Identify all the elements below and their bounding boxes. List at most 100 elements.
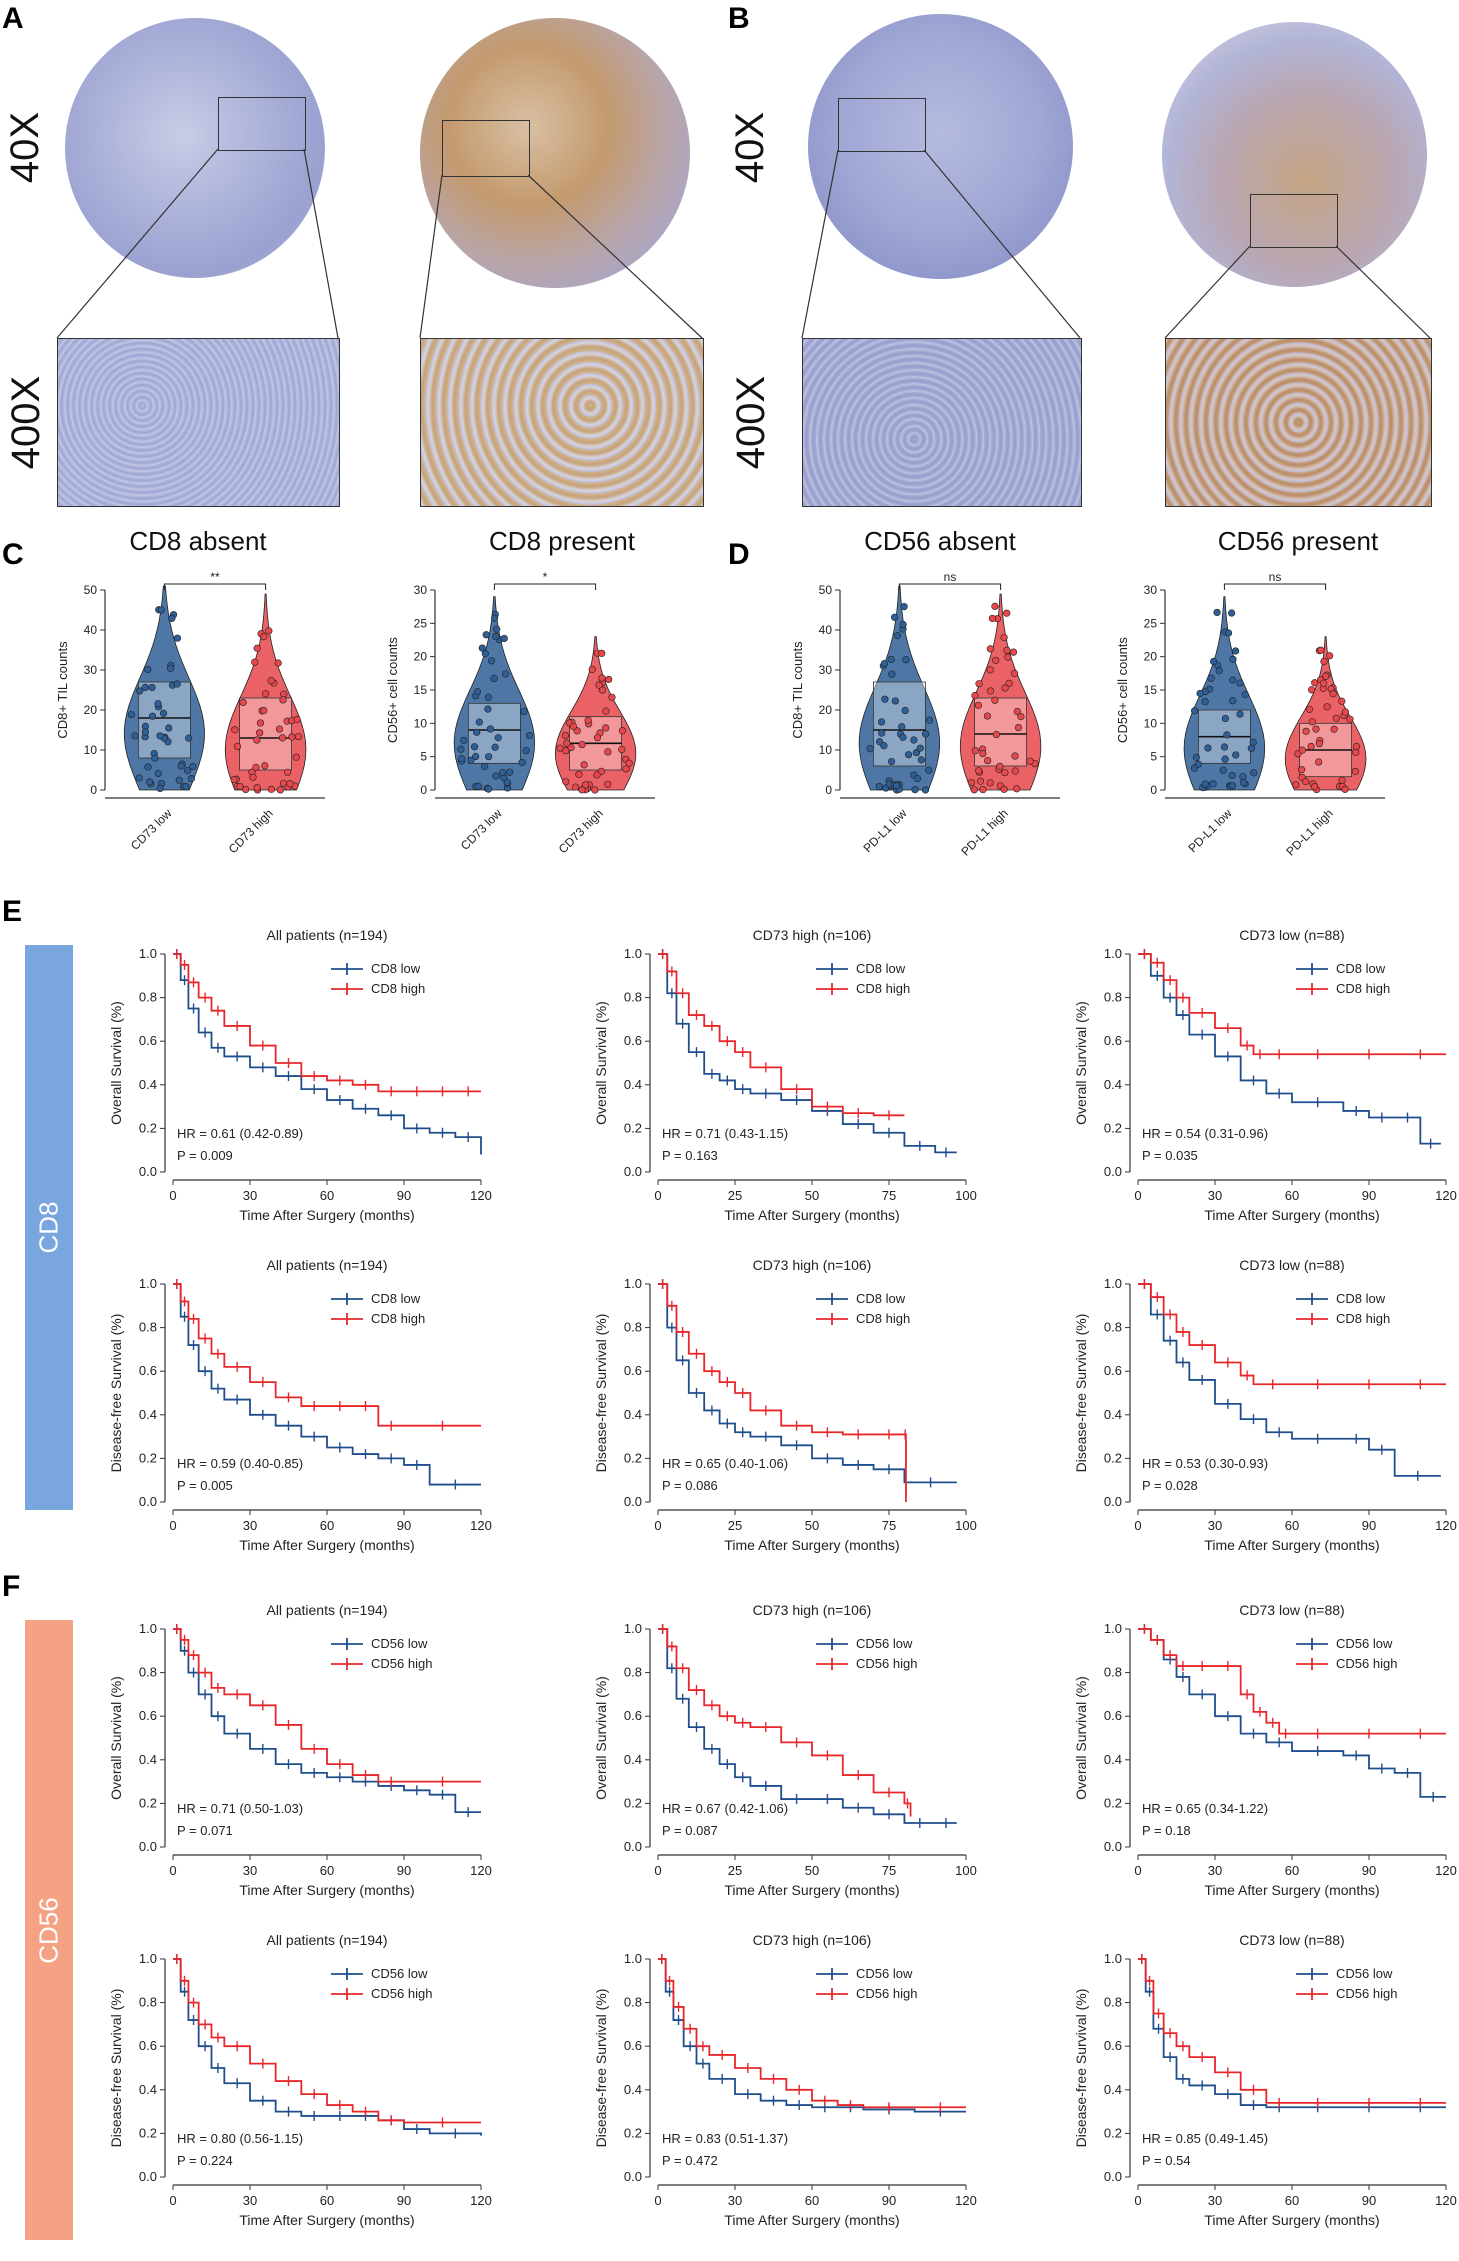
x-tick-label: PD-L1 high [958,806,1010,858]
data-point [913,775,922,783]
data-point [925,716,934,724]
violin-shape [453,596,536,791]
significance-label: ** [210,570,220,584]
data-point [1352,742,1361,751]
legend-label: CD8 low [856,1291,906,1306]
data-point [986,779,994,787]
data-point [975,680,983,688]
data-point [1201,780,1209,788]
data-point [880,659,889,668]
survival-curve [658,953,905,1117]
y-tick-label: 0.0 [624,1839,642,1854]
data-point [622,765,630,773]
data-point [141,728,149,736]
survival-curve [1138,953,1441,1145]
data-point [591,786,599,794]
data-point [494,734,502,742]
data-point [567,743,575,752]
data-point [593,734,602,742]
y-axis-label: Overall Survival (%) [1073,1001,1089,1125]
x-tick-label: 30 [728,2193,742,2208]
data-point [1320,679,1328,687]
data-point [625,759,633,767]
x-tick-label: 90 [397,1518,411,1533]
hazard-ratio-label: HR = 0.71 (0.50-1.03) [177,1801,303,1816]
data-point [490,674,498,683]
data-point [185,734,193,742]
x-tick-label: 60 [320,1188,334,1203]
y-tick-label: 10 [414,716,428,730]
x-tick-label: 100 [955,1863,977,1878]
data-point [1207,674,1215,682]
zoom-image-cd8-present [420,338,704,507]
x-axis-label: Time After Surgery (months) [724,1537,899,1553]
x-tick-label: 0 [1134,1188,1141,1203]
data-point [165,724,173,732]
data-point [491,614,499,622]
data-point [562,778,570,786]
data-point [911,786,919,794]
y-tick-label: 0.4 [624,1077,642,1092]
survival-curve [658,1283,957,1484]
plot-title: CD73 high (n=106) [753,1257,872,1273]
panel-letter-b: B [728,2,750,35]
data-point [887,757,896,766]
zoom-region-box [218,97,306,151]
data-point [986,666,994,674]
data-point [1232,647,1240,655]
data-point [1307,742,1315,751]
legend-label: CD56 low [371,1636,428,1651]
data-point [167,664,175,672]
legend-label: CD56 low [1336,1636,1393,1651]
data-point [893,632,902,640]
y-tick-label: 0.2 [624,1120,642,1135]
x-tick-label: PD-L1 low [1185,806,1234,855]
data-point [1320,657,1328,666]
data-point [1302,727,1310,735]
y-tick-label: 0.0 [624,1494,642,1509]
data-point [1000,785,1008,793]
data-point [1228,772,1236,780]
data-point [141,683,149,692]
y-tick-label: 0.4 [139,1077,157,1092]
data-point [1241,691,1249,699]
significance-bracket [898,583,1002,590]
survival-curve [658,1628,912,1817]
y-axis-label: Overall Survival (%) [1073,1676,1089,1800]
y-tick-label: 0 [1150,783,1157,797]
x-tick-label: 0 [169,1188,176,1203]
x-tick-label: 60 [320,2193,334,2208]
y-tick-label: 1.0 [139,1276,157,1291]
significance-bracket [1223,583,1327,590]
y-tick-label: 0 [90,783,97,797]
y-tick-label: 20 [414,650,428,664]
x-tick-label: 0 [654,2193,661,2208]
data-point [986,645,994,653]
violin-shape [554,636,637,791]
y-tick-label: 0.6 [139,1708,157,1723]
data-point [127,710,136,719]
data-point [182,783,190,791]
data-point [1229,655,1237,663]
data-point [1011,767,1019,775]
data-point [249,773,257,781]
y-tick-label: 0.6 [1104,1708,1122,1723]
data-point [473,688,482,696]
zoom-region-box [838,98,926,152]
data-point [148,683,156,692]
data-point [168,614,176,622]
km-plot: All patients (n=194) 0.0 0.2 0.4 0.6 0.8 1.0 0 3… [108,927,492,1223]
data-point [578,740,586,749]
data-point [1223,731,1231,739]
data-point [593,771,601,779]
plot-title: CD73 high (n=106) [753,927,872,943]
data-point [991,602,999,610]
x-tick-label: CD73 low [128,806,175,853]
data-point [187,774,195,783]
data-point [1221,755,1229,763]
legend-label: CD8 high [856,1311,910,1326]
data-point [604,780,612,788]
y-tick-label: 0.2 [139,1120,157,1135]
data-point [1236,679,1244,687]
y-tick-label: 0.0 [624,2169,642,2184]
